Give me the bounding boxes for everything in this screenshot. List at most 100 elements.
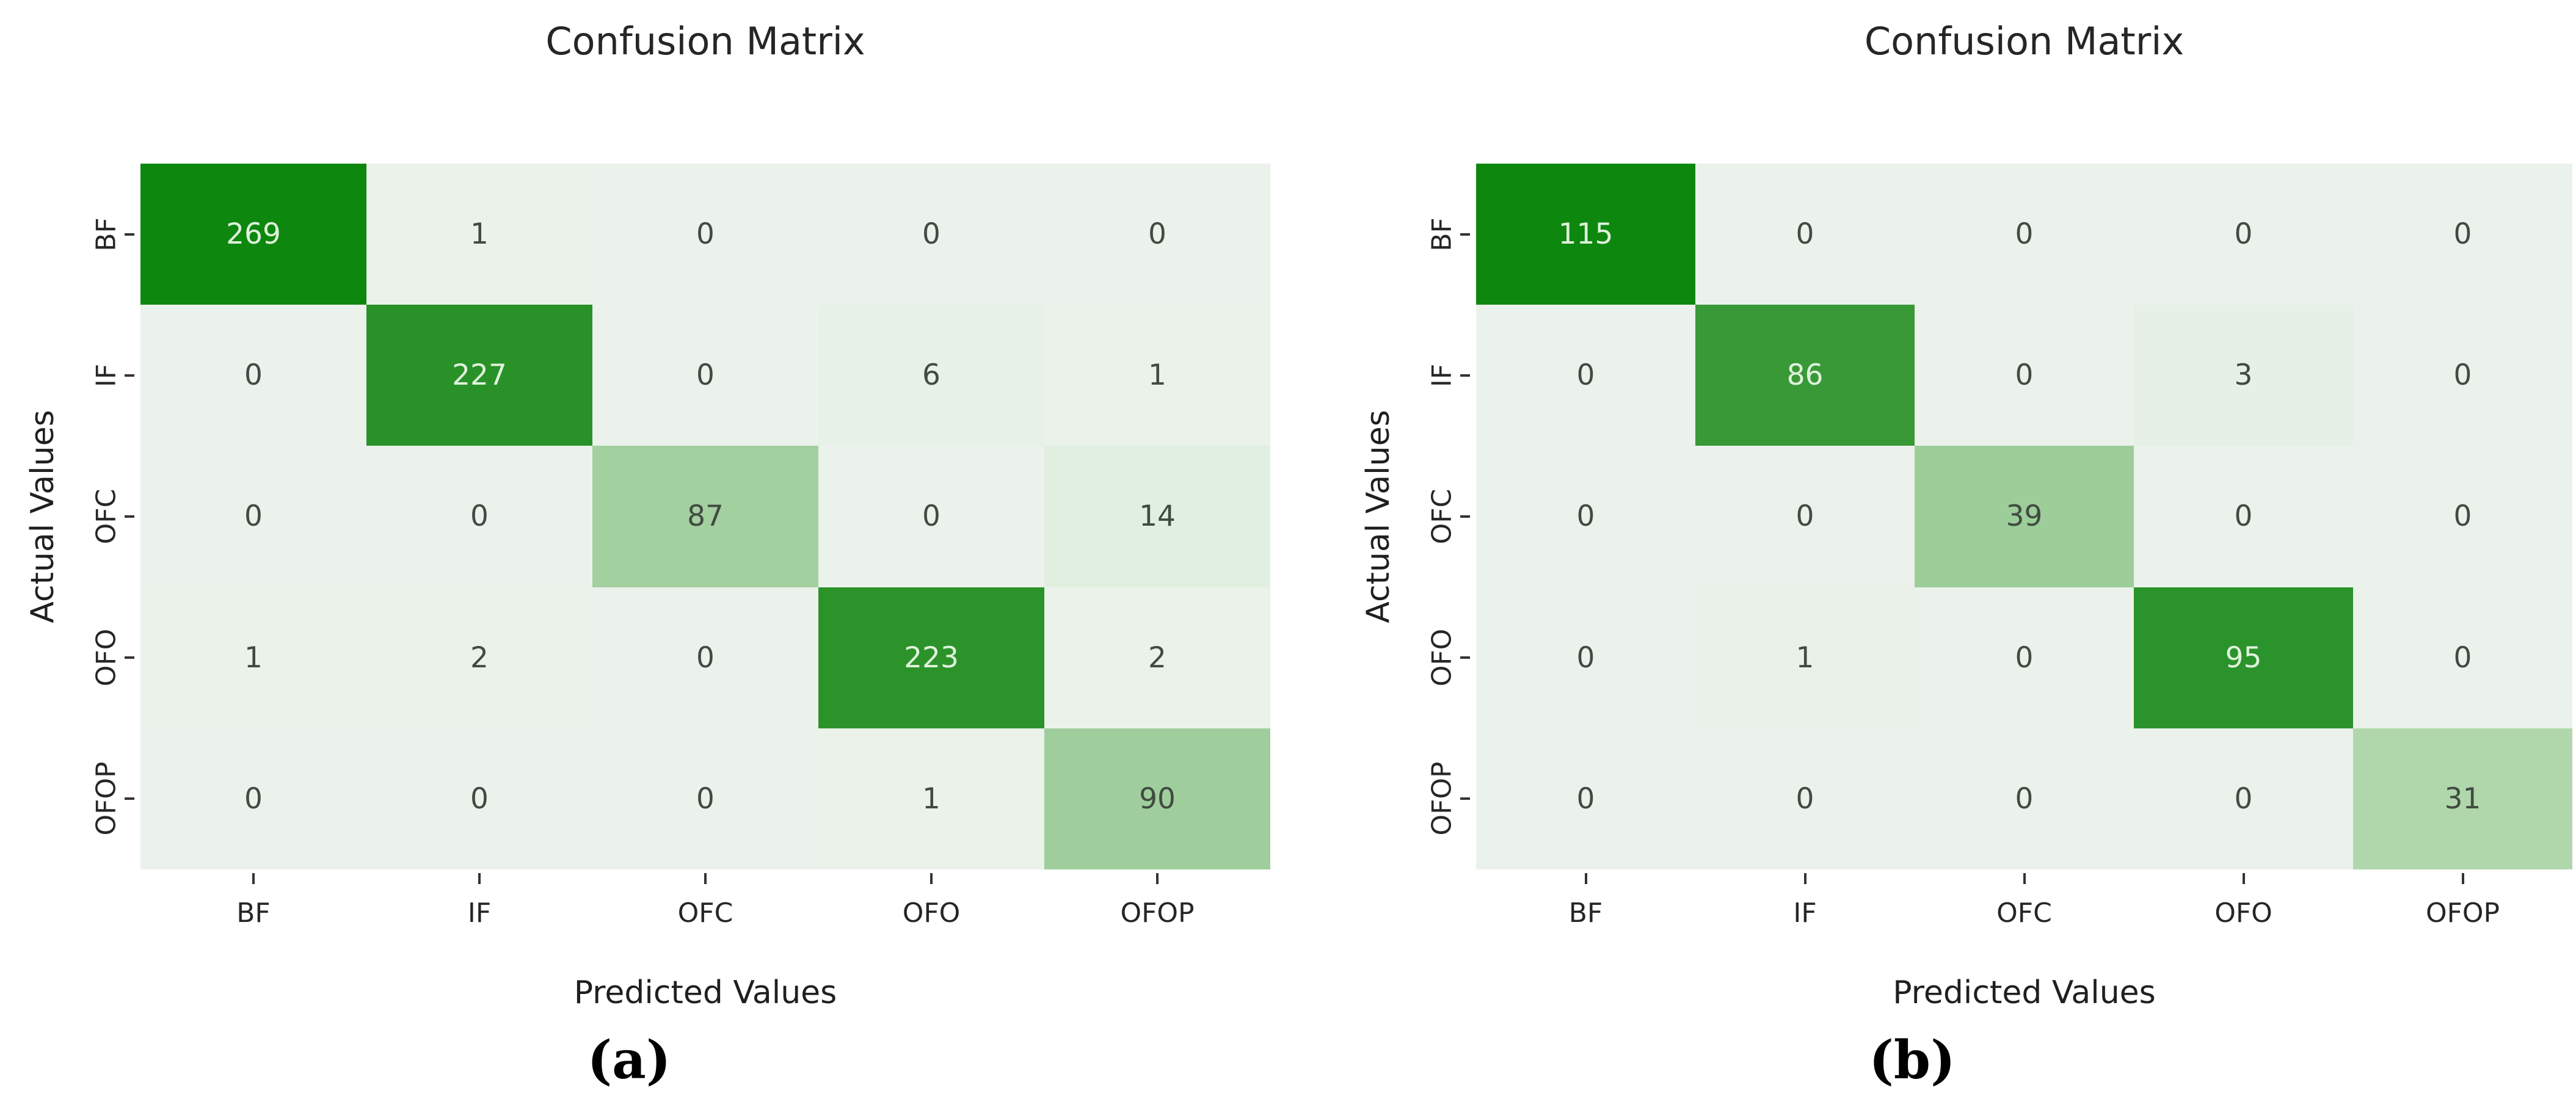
y-tick-mark: [125, 515, 134, 518]
heatmap-cell: 1: [1695, 587, 1915, 728]
y-tick-mark: [1460, 656, 1470, 659]
y-tick-mark: [125, 656, 134, 659]
heatmap-cell: 0: [1915, 587, 2134, 728]
subfigure-caption-a: (a): [587, 1029, 671, 1091]
y-tick-label: IF: [1426, 363, 1458, 387]
heatmap-cell: 0: [2353, 446, 2572, 587]
confusion-matrix-figure-b: Confusion Matrix Actual Values BF IF OFC OF…: [1288, 0, 2576, 1110]
heatmap-cell: 1: [140, 587, 366, 728]
x-tick-mark: [704, 873, 707, 884]
heatmap-cell: 0: [2134, 728, 2353, 869]
x-tick-mark: [252, 873, 255, 884]
heatmap-cell: 0: [592, 728, 818, 869]
y-tick-label: OFOP: [1426, 761, 1458, 836]
y-tick-label: OFC: [90, 488, 122, 545]
heatmap-cell: 0: [140, 305, 366, 446]
y-tick-mark: [125, 374, 134, 377]
heatmap-cell: 0: [1476, 446, 1695, 587]
y-tick-mark: [1460, 374, 1470, 377]
heatmap-cell: 1: [818, 728, 1044, 869]
y-tick-label: OFOP: [90, 761, 122, 836]
heatmap-cell: 269: [140, 164, 366, 305]
heatmap-cell: 0: [366, 728, 592, 869]
heatmap-cell: 227: [366, 305, 592, 446]
y-tick-label: OFO: [1426, 628, 1458, 687]
y-tick-mark: [125, 797, 134, 800]
x-tick-label: OFOP: [1120, 898, 1195, 929]
heatmap-cell: 0: [1915, 728, 2134, 869]
x-tick-label: OFO: [2214, 898, 2272, 929]
heatmap-cell: 0: [1695, 164, 1915, 305]
heatmap-cell: 0: [592, 164, 818, 305]
x-tick-label: OFO: [902, 898, 961, 929]
heatmap-cell: 87: [592, 446, 818, 587]
heatmap-cell: 0: [2134, 446, 2353, 587]
heatmap-cell: 0: [1044, 164, 1270, 305]
heatmap-cell: 31: [2353, 728, 2572, 869]
heatmap-cell: 0: [2134, 164, 2353, 305]
heatmap-cell: 86: [1695, 305, 1915, 446]
x-tick-labels: BF IF OFC OFO OFOP: [1476, 872, 2572, 945]
chart-title: Confusion Matrix: [1864, 19, 2185, 63]
y-tick-mark: [1460, 233, 1470, 236]
heatmap-cell: 115: [1476, 164, 1695, 305]
x-axis-label: Predicted Values: [1893, 974, 2156, 1011]
y-axis-label: Actual Values: [24, 410, 61, 623]
heatmap-cell: 0: [2353, 587, 2572, 728]
x-tick-mark: [1584, 873, 1587, 884]
y-tick-label: BF: [1426, 217, 1458, 252]
heatmap-cell: 0: [818, 164, 1044, 305]
heatmap-cell: 6: [818, 305, 1044, 446]
heatmap-cell: 0: [1695, 728, 1915, 869]
heatmap-cell: 95: [2134, 587, 2353, 728]
heatmap-grid: 269 1 0 0 0 0 227 0 6 1 0 0 87 0 14 1 2 0 223 2 0 0 0 1 90: [140, 164, 1270, 869]
x-tick-mark: [478, 873, 481, 884]
x-tick-label: OFC: [1996, 898, 2052, 929]
heatmap-cell: 1: [366, 164, 592, 305]
x-tick-label: IF: [467, 898, 492, 929]
heatmap-cell: 223: [818, 587, 1044, 728]
y-tick-label: OFC: [1426, 488, 1458, 545]
x-axis-label: Predicted Values: [573, 974, 837, 1011]
y-tick-label: OFO: [90, 628, 122, 687]
heatmap-cell: 39: [1915, 446, 2134, 587]
x-tick-label: IF: [1793, 898, 1817, 929]
heatmap-cell: 0: [2353, 164, 2572, 305]
x-tick-mark: [930, 873, 933, 884]
heatmap-grid: 115 0 0 0 0 0 86 0 3 0 0 0 39 0 0 0 1 0 95 0 0 0 0 0 31: [1476, 164, 2572, 869]
x-tick-labels: BF IF OFC OFO OFOP: [140, 872, 1270, 945]
x-tick-mark: [1803, 873, 1806, 884]
chart-title: Confusion Matrix: [545, 19, 865, 63]
heatmap-cell: 1: [1044, 305, 1270, 446]
x-tick-label: OFOP: [2425, 898, 2500, 929]
heatmap-cell: 0: [2353, 305, 2572, 446]
heatmap-cell: 0: [1915, 305, 2134, 446]
heatmap-cell: 0: [1476, 728, 1695, 869]
y-tick-labels: BF IF OFC OFO OFOP: [1420, 164, 1472, 869]
y-tick-mark: [1460, 515, 1470, 518]
y-tick-mark: [1460, 797, 1470, 800]
heatmap-cell: 3: [2134, 305, 2353, 446]
heatmap-cell: 0: [592, 587, 818, 728]
heatmap-cell: 0: [592, 305, 818, 446]
heatmap-cell: 0: [1915, 164, 2134, 305]
heatmap-cell: 90: [1044, 728, 1270, 869]
y-tick-label: IF: [90, 363, 122, 387]
x-tick-mark: [1156, 873, 1159, 884]
x-tick-label: BF: [236, 898, 271, 929]
x-tick-label: BF: [1568, 898, 1603, 929]
heatmap-cell: 0: [1476, 587, 1695, 728]
subfigure-caption-b: (b): [1869, 1029, 1956, 1091]
x-tick-mark: [2242, 873, 2245, 884]
x-tick-mark: [2461, 873, 2464, 884]
heatmap-cell: 0: [366, 446, 592, 587]
y-tick-label: BF: [90, 217, 122, 252]
heatmap-cell: 0: [818, 446, 1044, 587]
heatmap-cell: 0: [1476, 305, 1695, 446]
heatmap-cell: 0: [1695, 446, 1915, 587]
y-tick-labels: BF IF OFC OFO OFOP: [84, 164, 137, 869]
y-tick-mark: [125, 233, 134, 236]
confusion-matrix-figure-a: Confusion Matrix Actual Values BF IF OFC OF…: [24, 19, 1270, 1091]
heatmap-cell: 2: [366, 587, 592, 728]
x-tick-label: OFC: [677, 898, 733, 929]
